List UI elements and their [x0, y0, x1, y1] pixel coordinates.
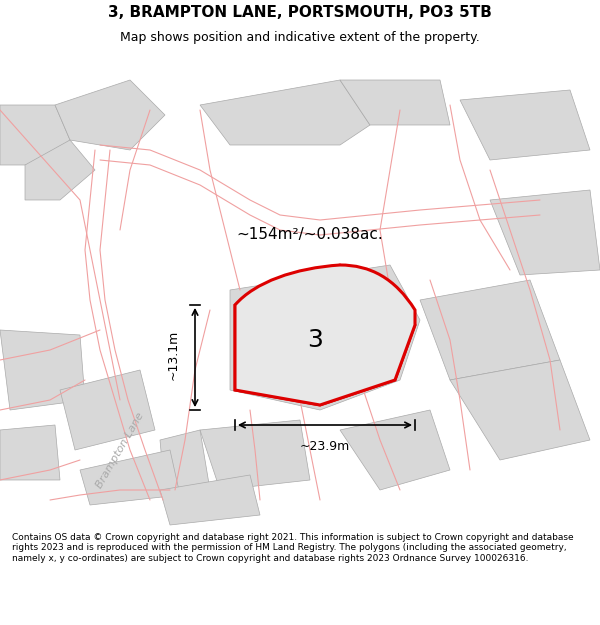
- Polygon shape: [340, 410, 450, 490]
- Polygon shape: [460, 90, 590, 160]
- Polygon shape: [235, 265, 415, 405]
- Polygon shape: [0, 425, 60, 480]
- Polygon shape: [490, 190, 600, 275]
- Text: ~13.1m: ~13.1m: [167, 330, 180, 380]
- Polygon shape: [160, 475, 260, 525]
- Text: ~23.9m: ~23.9m: [300, 440, 350, 453]
- Polygon shape: [200, 80, 370, 145]
- Polygon shape: [200, 420, 310, 490]
- Text: ~154m²/~0.038ac.: ~154m²/~0.038ac.: [236, 228, 383, 242]
- Polygon shape: [0, 330, 85, 410]
- Text: Brampton Lane: Brampton Lane: [94, 411, 146, 489]
- Polygon shape: [420, 280, 560, 380]
- Text: Map shows position and indicative extent of the property.: Map shows position and indicative extent…: [120, 31, 480, 44]
- PathPatch shape: [235, 265, 415, 405]
- Polygon shape: [55, 80, 165, 150]
- Polygon shape: [25, 140, 95, 200]
- Polygon shape: [80, 450, 180, 505]
- Text: 3, BRAMPTON LANE, PORTSMOUTH, PO3 5TB: 3, BRAMPTON LANE, PORTSMOUTH, PO3 5TB: [108, 5, 492, 20]
- Text: 3: 3: [307, 328, 323, 352]
- Polygon shape: [60, 370, 155, 450]
- Polygon shape: [230, 265, 420, 410]
- Polygon shape: [160, 430, 210, 495]
- Polygon shape: [340, 80, 450, 125]
- Text: Contains OS data © Crown copyright and database right 2021. This information is : Contains OS data © Crown copyright and d…: [12, 533, 574, 562]
- Polygon shape: [450, 360, 590, 460]
- Polygon shape: [0, 105, 70, 165]
